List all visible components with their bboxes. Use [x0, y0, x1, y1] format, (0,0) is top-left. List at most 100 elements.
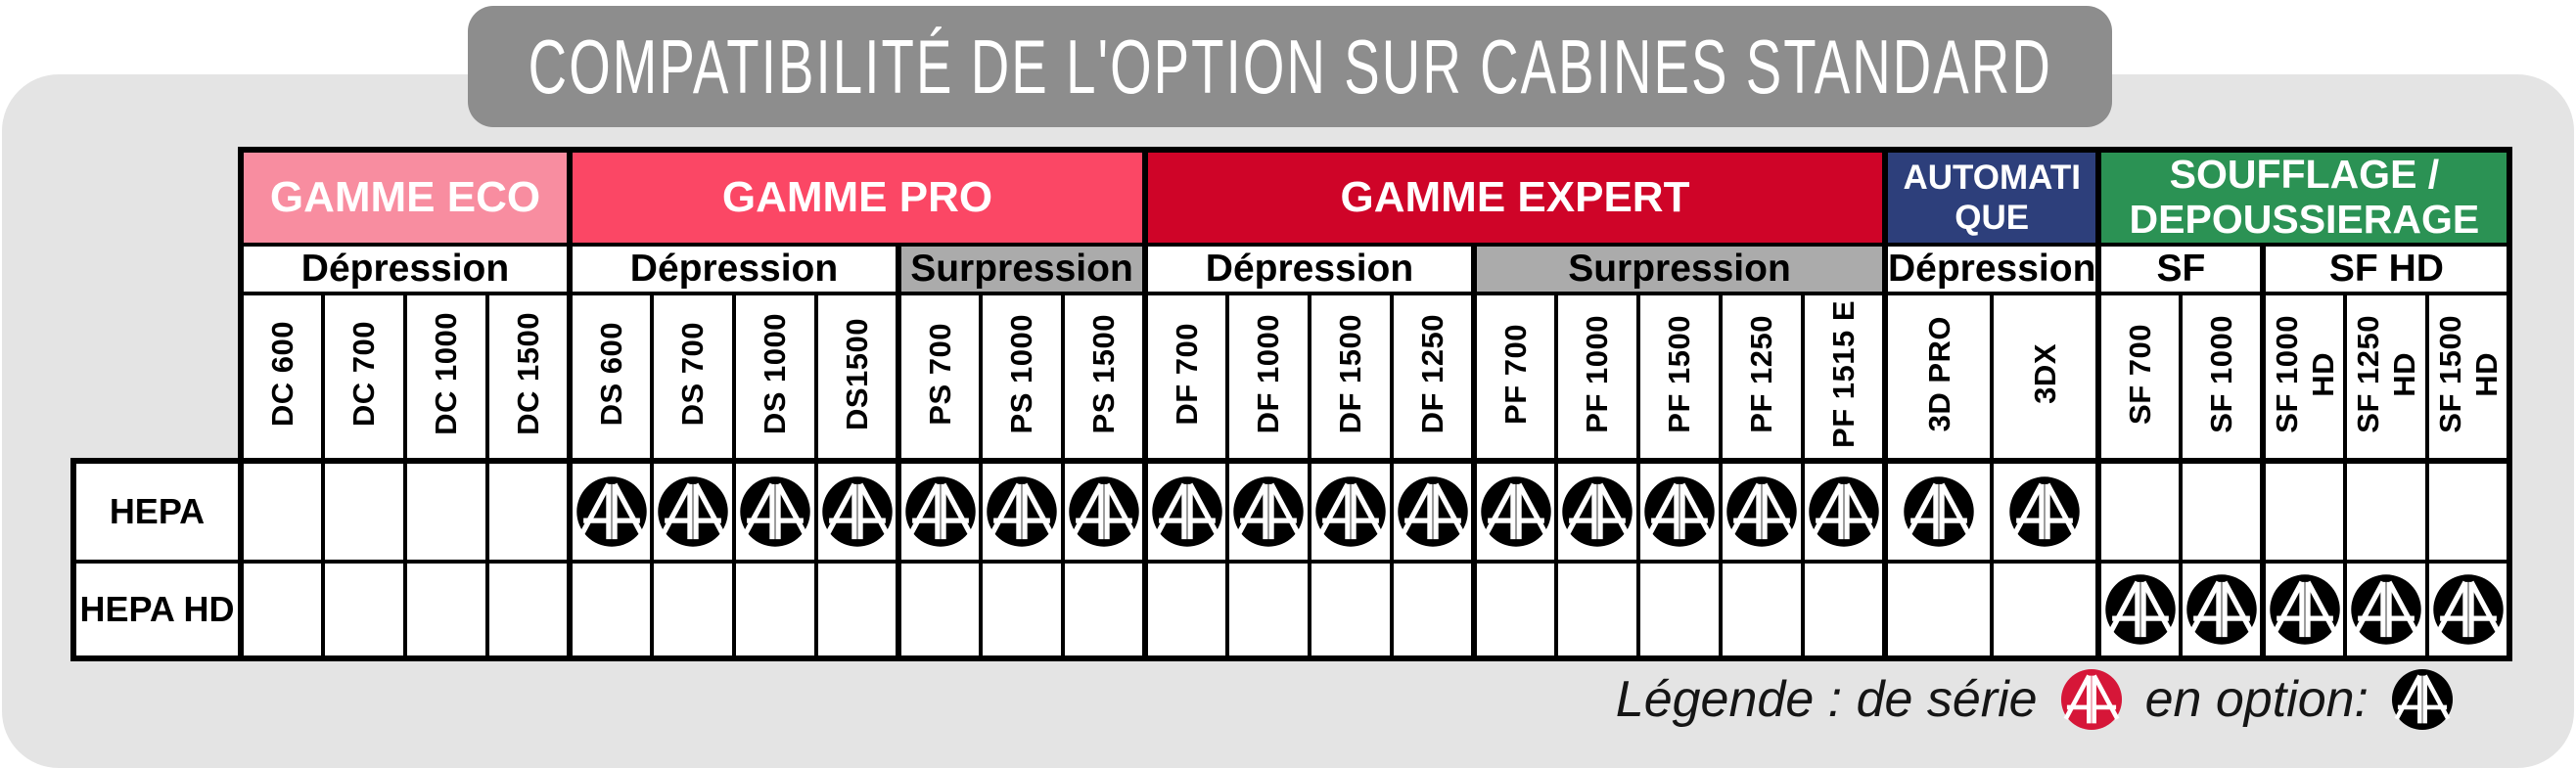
cell-hepa-hd-pf-700: [1471, 559, 1558, 661]
cell-hepa-pf-1500: [1636, 458, 1723, 564]
model-column-header-ds1500: DS1500: [814, 291, 901, 464]
spacer: [73, 245, 241, 294]
option-brand-logo-icon: [1904, 476, 1974, 547]
title-banner: COMPATIBILITÉ DE L'OPTION SUR CABINES ST…: [468, 6, 2112, 127]
subgroup-header-soufflage-depoussierage-sf-hd: SF HD: [2260, 242, 2513, 295]
cell-hepa-hd-df-700: [1142, 559, 1229, 661]
option-brand-logo-icon: [2351, 574, 2422, 645]
group-header-soufflage-depoussierage: SOUFFLAGE / DEPOUSSIERAGE: [2095, 147, 2513, 247]
model-column-header-df-1250: DF 1250: [1390, 291, 1477, 464]
model-column-header-sf-1000: SF 1000: [2179, 291, 2267, 464]
cell-hepa-sf-1250-hd: [2343, 458, 2430, 564]
cell-hepa-hd-ps-1000: [979, 559, 1065, 661]
cell-hepa-ds-1000: [732, 458, 818, 564]
model-column-header-sf-1000-hd: SF 1000 HD: [2260, 291, 2348, 464]
cell-hepa-hd-df-1000: [1225, 559, 1311, 661]
cell-hepa-sf-1500-hd: [2425, 458, 2513, 564]
group-header-automatique: AUTOMATIQUE: [1881, 147, 2102, 247]
cell-hepa-hd-ds-700: [650, 559, 736, 661]
cell-hepa-3d-pro: [1881, 458, 1995, 564]
cell-hepa-hd-ps-700: [896, 559, 983, 661]
option-brand-logo-icon: [904, 476, 976, 547]
legend-prefix-label: Légende : de série: [1615, 671, 2038, 728]
cell-hepa-hd-sf-1000: [2179, 559, 2267, 661]
cell-hepa-hd-ds-1000: [732, 559, 818, 661]
model-column-header-pf-1250: PF 1250: [1719, 291, 1805, 464]
cell-hepa-hd-sf-1500-hd: [2425, 559, 2513, 661]
cell-hepa-sf-1000: [2179, 458, 2267, 564]
cell-hepa-sf-1000-hd: [2260, 458, 2348, 564]
cell-hepa-hd-sf-1250-hd: [2343, 559, 2430, 661]
option-brand-logo-icon: [1562, 476, 1633, 547]
en-option-logo-icon: [2390, 666, 2455, 733]
page-title: COMPATIBILITÉ DE L'OPTION SUR CABINES ST…: [528, 23, 2052, 110]
row-label-hepa-hd: HEPA HD: [70, 559, 243, 661]
subgroup-header-soufflage-depoussierage-sf: SF: [2095, 242, 2267, 295]
cell-hepa-pf-700: [1471, 458, 1558, 564]
cell-hepa-hd-dc-600: [238, 559, 325, 661]
subgroup-header-gamme-pro-surpression: Surpression: [896, 242, 1148, 295]
option-brand-logo-icon: [1315, 476, 1386, 547]
cell-hepa-hd-pf-1500: [1636, 559, 1723, 661]
cell-hepa-ps-1500: [1061, 458, 1148, 564]
spacer: [73, 294, 241, 461]
model-column-header-ps-1000: PS 1000: [979, 291, 1065, 464]
group-header-gamme-expert: GAMME EXPERT: [1142, 147, 1888, 247]
cell-hepa-pf-1000: [1554, 458, 1640, 564]
model-column-header-sf-1250-hd: SF 1250 HD: [2343, 291, 2430, 464]
option-brand-logo-icon: [1808, 476, 1879, 547]
cell-hepa-dc-700: [321, 458, 407, 564]
cell-hepa-hd-sf-1000-hd: [2260, 559, 2348, 661]
subgroup-header-gamme-eco-d-pression: Dépression: [238, 242, 573, 295]
cell-hepa-hd-df-1250: [1390, 559, 1477, 661]
cell-hepa-ps-700: [896, 458, 983, 564]
cell-hepa-hd-sf-700: [2095, 559, 2184, 661]
cell-hepa-ds-600: [567, 458, 654, 564]
model-column-header-3d-pro: 3D PRO: [1881, 291, 1995, 464]
cell-hepa-hd-dc-1500: [485, 559, 573, 661]
cell-hepa-dc-600: [238, 458, 325, 564]
group-header-gamme-eco: GAMME ECO: [238, 147, 573, 247]
subgroup-header-automatique-d-pression: Dépression: [1881, 242, 2102, 295]
option-brand-logo-icon: [2270, 574, 2340, 645]
model-column-header-ds-1000: DS 1000: [732, 291, 818, 464]
cell-hepa-df-1250: [1390, 458, 1477, 564]
subgroup-header-gamme-expert-surpression: Surpression: [1471, 242, 1888, 295]
model-column-header-ds-700: DS 700: [650, 291, 736, 464]
model-column-header-pf-1515-e: PF 1515 E: [1801, 291, 1888, 464]
model-column-header-3dx: 3DX: [1990, 291, 2102, 464]
cell-hepa-hd-df-1500: [1308, 559, 1394, 661]
cell-hepa-hd-dc-700: [321, 559, 407, 661]
model-column-header-sf-1500-hd: SF 1500 HD: [2425, 291, 2513, 464]
option-brand-logo-icon: [2186, 574, 2257, 645]
cell-hepa-hd-ps-1500: [1061, 559, 1148, 661]
spacer: [73, 150, 241, 245]
cell-hepa-pf-1515-e: [1801, 458, 1888, 564]
subgroup-header-gamme-expert-d-pression: Dépression: [1142, 242, 1477, 295]
cell-hepa-hd-pf-1000: [1554, 559, 1640, 661]
cell-hepa-df-700: [1142, 458, 1229, 564]
option-brand-logo-icon: [1233, 476, 1304, 547]
model-column-header-df-700: DF 700: [1142, 291, 1229, 464]
compatibility-table: GAMME ECO GAMME PRO GAMME EXPERT AUTOMATIQU…: [70, 147, 2513, 661]
cell-hepa-hd-ds-600: [567, 559, 654, 661]
model-column-header-dc-1500: DC 1500: [485, 291, 573, 464]
model-column-header-ps-700: PS 700: [896, 291, 983, 464]
cell-hepa-hd-ds1500: [814, 559, 901, 661]
cell-hepa-df-1500: [1308, 458, 1394, 564]
model-column-header-ps-1500: PS 1500: [1061, 291, 1148, 464]
cell-hepa-pf-1250: [1719, 458, 1805, 564]
cell-hepa-hd-3dx: [1990, 559, 2102, 661]
cell-hepa-df-1000: [1225, 458, 1311, 564]
cell-hepa-hd-dc-1000: [403, 559, 489, 661]
model-column-header-pf-1000: PF 1000: [1554, 291, 1640, 464]
option-brand-logo-icon: [987, 476, 1057, 547]
option-brand-logo-icon: [821, 476, 893, 547]
option-brand-logo-icon: [2105, 574, 2176, 645]
cell-hepa-hd-pf-1515-e: [1801, 559, 1888, 661]
model-column-header-dc-600: DC 600: [238, 291, 325, 464]
option-brand-logo-icon: [1726, 476, 1797, 547]
de-serie-logo-glyph: [2060, 668, 2122, 731]
legend: Légende : de série en option:: [1616, 657, 2455, 742]
